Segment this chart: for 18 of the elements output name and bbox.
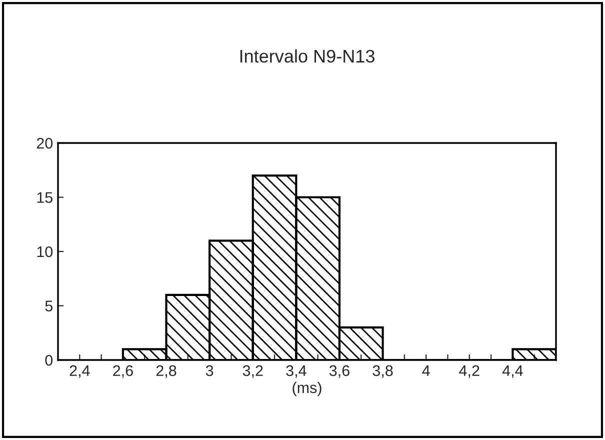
x-tick-label: 3 <box>206 365 214 376</box>
x-tick-label: 4 <box>422 365 430 376</box>
y-tick-label: 0 <box>45 354 53 366</box>
x-tick-label: 4,2 <box>459 365 480 378</box>
x-tick-label: 3,2 <box>242 365 263 378</box>
x-tick-label: 3,6 <box>329 365 350 378</box>
x-tick-label: 2,6 <box>113 365 133 378</box>
x-tick-label: 3,4 <box>286 365 306 378</box>
y-tick-label: 10 <box>37 246 53 258</box>
y-tick-label: 5 <box>45 300 52 312</box>
x-tick-label: 2,4 <box>70 365 90 378</box>
y-tick-label: 15 <box>37 192 52 203</box>
x-tick-label: 4,4 <box>502 365 523 378</box>
x-tick-label: 3,8 <box>372 365 393 378</box>
y-tick-label: 20 <box>36 138 53 149</box>
chart-title: Intervalo N9-N13 <box>240 49 374 63</box>
x-axis-title: (ms) <box>292 382 322 396</box>
x-tick-label: 2,8 <box>156 365 176 378</box>
